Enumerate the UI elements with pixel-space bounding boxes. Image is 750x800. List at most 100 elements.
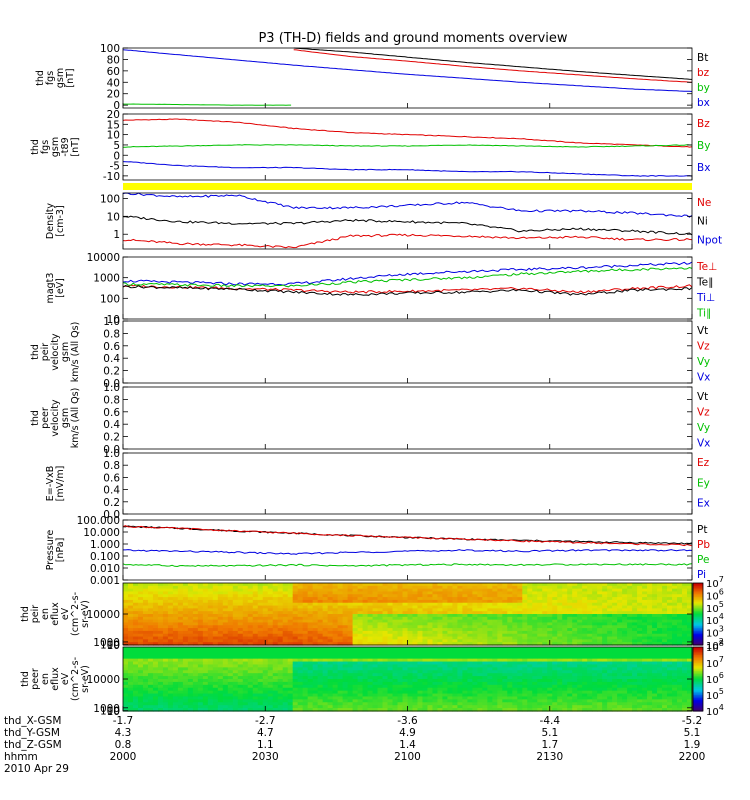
heatmap-cell	[123, 655, 129, 660]
heatmap-cell	[147, 664, 154, 668]
heatmap-cell	[227, 673, 234, 677]
heatmap-cell	[527, 588, 533, 593]
heatmap-cell	[132, 661, 139, 666]
heatmap-cell	[477, 679, 483, 683]
heatmap-cell	[592, 633, 598, 638]
heatmap-cell	[532, 676, 538, 680]
heatmap-cell	[612, 642, 618, 646]
heatmap-cell	[252, 652, 259, 657]
heatmap-cell	[452, 696, 459, 700]
y-tick-label: 0.6	[103, 341, 120, 353]
heatmap-cell	[447, 597, 454, 601]
heatmap-cell	[307, 597, 314, 601]
heatmap-cell	[152, 602, 159, 607]
heatmap-cell	[177, 614, 184, 618]
heatmap-cell	[557, 702, 563, 706]
heatmap-cell	[402, 690, 409, 695]
heatmap-cell	[247, 667, 254, 671]
heatmap-cell	[382, 658, 389, 663]
heatmap-cell	[242, 599, 249, 604]
heatmap-cell	[442, 608, 449, 612]
heatmap-cell	[497, 602, 503, 607]
heatmap-cell	[212, 611, 219, 615]
heatmap-cell	[292, 649, 299, 654]
heatmap-cell	[182, 602, 189, 607]
heatmap-cell	[232, 628, 239, 632]
heatmap-cell	[327, 642, 334, 646]
heatmap-cell	[392, 676, 399, 680]
heatmap-cell	[307, 622, 314, 626]
heatmap-cell	[162, 614, 169, 618]
heatmap-cell	[177, 684, 184, 689]
heatmap-cell	[352, 594, 359, 598]
heatmap-cell	[337, 702, 344, 706]
heatmap-cell	[422, 591, 429, 595]
heatmap-cell	[252, 649, 259, 654]
heatmap-cell	[422, 605, 429, 609]
heatmap-cell	[522, 622, 528, 626]
heatmap-cell	[377, 636, 384, 640]
heatmap-cell	[542, 661, 548, 666]
heatmap-cell	[537, 684, 543, 689]
heatmap-cell	[487, 605, 493, 609]
heatmap-cell	[367, 591, 374, 595]
heatmap-cell	[477, 616, 483, 621]
heatmap-cell	[372, 636, 379, 640]
heatmap-cell	[302, 676, 309, 680]
heatmap-cell	[582, 597, 588, 601]
heatmap-cell	[192, 693, 199, 698]
heatmap-cell	[172, 628, 179, 632]
heatmap-cell	[537, 616, 543, 621]
heatmap-cell	[267, 690, 274, 695]
heatmap-cell	[142, 664, 149, 668]
heatmap-cell	[142, 661, 149, 666]
heatmap-cell	[192, 625, 199, 629]
heatmap-cell	[257, 676, 264, 680]
heatmap-cell	[367, 690, 374, 695]
heatmap-cell	[597, 687, 603, 692]
heatmap-cell	[197, 702, 204, 706]
heatmap-cell	[367, 602, 374, 607]
heatmap-cell	[497, 599, 503, 604]
heatmap-cell	[442, 679, 449, 683]
heatmap-cell	[467, 642, 473, 646]
heatmap-cell	[682, 611, 688, 615]
heatmap-cell	[662, 608, 668, 612]
heatmap-cell	[587, 676, 593, 680]
heatmap-cell	[617, 664, 623, 668]
heatmap-cell	[317, 693, 324, 698]
heatmap-cell	[337, 687, 344, 692]
heatmap-cell	[477, 599, 483, 604]
heatmap-cell	[237, 594, 244, 598]
heatmap-cell	[597, 625, 603, 629]
heatmap-cell	[442, 687, 449, 692]
heatmap-cell	[667, 599, 673, 604]
heatmap-cell	[432, 705, 439, 709]
heatmap-cell	[287, 616, 294, 621]
heatmap-cell	[347, 588, 354, 593]
heatmap-cell	[522, 605, 528, 609]
heatmap-cell	[267, 647, 274, 651]
heatmap-cell	[302, 622, 309, 626]
heatmap-cell	[377, 614, 384, 618]
y-axis-label: fgs	[40, 140, 51, 154]
heatmap-cell	[592, 673, 598, 677]
legend-label: Pi	[697, 569, 706, 581]
y-axis-label: thd	[30, 139, 41, 155]
heatmap-cell	[622, 628, 628, 632]
heatmap-cell	[582, 591, 588, 595]
heatmap-cell	[587, 599, 593, 604]
heatmap-cell	[682, 583, 688, 587]
heatmap-cell	[247, 676, 254, 680]
heatmap-cell	[372, 679, 379, 683]
legend-label: Vy	[697, 422, 710, 434]
heatmap-cell	[237, 658, 244, 663]
heatmap-cell	[182, 664, 189, 668]
heatmap-cell	[552, 597, 558, 601]
heatmap-cell	[682, 630, 688, 635]
heatmap-cell	[457, 687, 463, 692]
heatmap-cell	[342, 690, 349, 695]
heatmap-cell	[272, 702, 279, 706]
heatmap-cell	[442, 652, 449, 657]
heatmap-cell	[252, 708, 259, 712]
